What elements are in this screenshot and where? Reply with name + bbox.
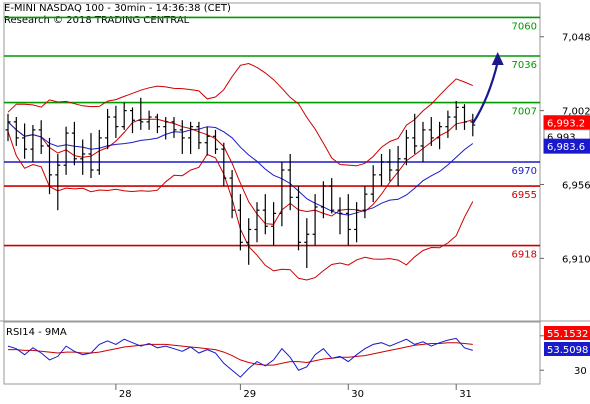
forecast-arrowhead bbox=[491, 52, 504, 65]
chart-title: E-MINI NASDAQ 100 - 30min - 14:36:38 (CE… bbox=[4, 3, 231, 14]
price-tick-label: 7,048 bbox=[562, 33, 590, 44]
fast-average-line bbox=[7, 118, 473, 225]
upper-band-line bbox=[7, 62, 473, 167]
rsi-tag-box bbox=[544, 342, 590, 356]
price-tag-label: 6,983.6 bbox=[547, 142, 585, 153]
level-label: 7060 bbox=[512, 21, 537, 32]
price-tick-label: 6,910 bbox=[562, 254, 590, 265]
price-tag-label: 6,993.2 bbox=[547, 119, 585, 130]
x-tick-label: 28 bbox=[119, 389, 132, 400]
price-tag-box bbox=[543, 138, 590, 154]
level-label: 6918 bbox=[512, 250, 537, 261]
price-tag-label: 6,993 bbox=[547, 133, 576, 144]
x-tick-label: 29 bbox=[243, 389, 256, 400]
rsi-label: RSI14 - 9MA bbox=[6, 327, 67, 338]
moving-average-line bbox=[7, 121, 474, 216]
x-tick-label: 31 bbox=[459, 389, 472, 400]
forecast-arrow-line bbox=[471, 61, 499, 125]
x-tick-label: 30 bbox=[351, 389, 364, 400]
chart-copyright: Research © 2018 TRADING CENTRAL bbox=[4, 15, 190, 26]
rsi-line bbox=[7, 337, 473, 378]
rsi-tag-label: 55.1532 bbox=[547, 329, 588, 340]
rsi-tag-label: 53.5098 bbox=[547, 345, 588, 356]
level-label: 7036 bbox=[512, 60, 537, 71]
price-tick-label: 7,002 bbox=[562, 107, 590, 118]
level-label: 7007 bbox=[512, 107, 537, 118]
rsi-tick-label: 30 bbox=[574, 366, 587, 377]
level-label: 6955 bbox=[512, 190, 537, 201]
rsi-tag-box bbox=[544, 326, 590, 340]
rsi-ma-line bbox=[8, 342, 473, 366]
price-tick-label: 6,956 bbox=[562, 180, 590, 191]
level-label: 6970 bbox=[512, 166, 537, 177]
